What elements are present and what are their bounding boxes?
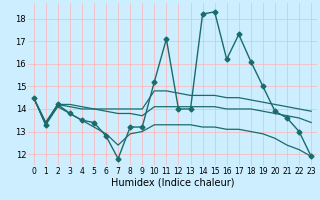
X-axis label: Humidex (Indice chaleur): Humidex (Indice chaleur) (111, 177, 234, 187)
